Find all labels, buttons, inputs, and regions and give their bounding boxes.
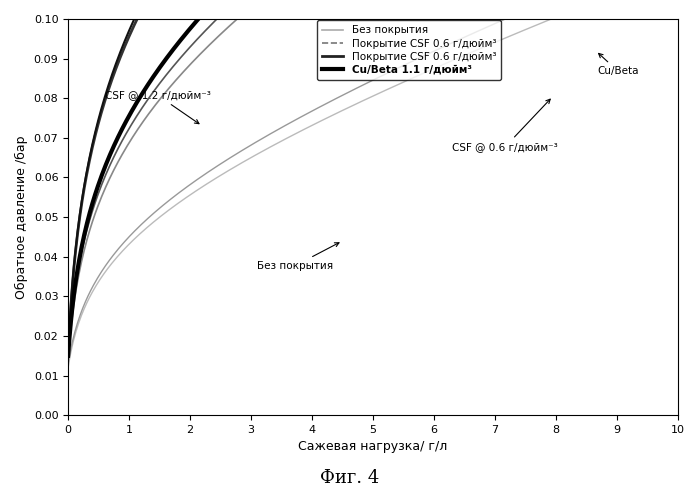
Y-axis label: Обратное давление /бар: Обратное давление /бар <box>15 135 28 299</box>
Text: CSF @ 1.2 г/дюйм⁻³: CSF @ 1.2 г/дюйм⁻³ <box>105 90 211 123</box>
Text: CSF @ 0.6 г/дюйм⁻³: CSF @ 0.6 г/дюйм⁻³ <box>452 99 558 152</box>
Text: Cu/Beta: Cu/Beta <box>598 53 639 77</box>
X-axis label: Сажевая нагрузка/ г/л: Сажевая нагрузка/ г/л <box>298 441 448 453</box>
Text: Фиг. 4: Фиг. 4 <box>321 469 379 487</box>
Text: Без покрытия: Без покрытия <box>257 243 339 271</box>
Legend: Без покрытия, Покрытие CSF 0.6 г/дюйм³, Покрытие CSF 0.6 г/дюйм³, Cu/Beta 1.1 г/: Без покрытия, Покрытие CSF 0.6 г/дюйм³, … <box>317 20 501 80</box>
